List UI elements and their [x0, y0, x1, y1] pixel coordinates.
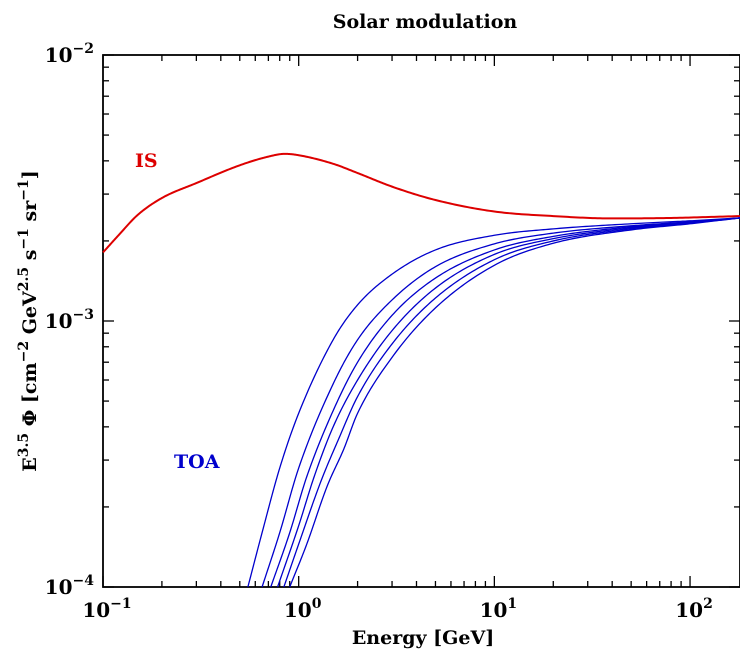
y-label-close: ] [19, 170, 41, 179]
y-tick-label: 10−2 [45, 41, 94, 67]
x-tick-label-base: 10 [82, 598, 110, 622]
y-tick-label-exponent: −3 [73, 307, 94, 323]
y-tick-label-base: 10 [45, 309, 73, 333]
x-tick-label-exponent: −1 [110, 596, 131, 612]
series-label-toa: TOA [174, 451, 220, 473]
x-tick-label: 101 [480, 596, 518, 622]
x-axis-label: Energy [GeV] [352, 627, 494, 649]
y-label-phi: Φ [cm [19, 362, 41, 432]
x-tick-label-base: 10 [284, 598, 312, 622]
chart-title: Solar modulation [333, 11, 518, 33]
x-tick-label-base: 10 [675, 598, 703, 622]
y-tick-label-base: 10 [45, 43, 73, 67]
y-tick-label-base: 10 [45, 575, 73, 599]
y-tick-label-exponent: −4 [73, 573, 95, 589]
y-label-base: E [19, 457, 41, 471]
y-label-exp-1: 3.5 [16, 433, 32, 457]
y-label-s: s [19, 250, 41, 267]
series-line-toa-5 [283, 217, 740, 588]
y-label-gev: GeV [19, 290, 41, 341]
y-label-sr: sr [19, 200, 41, 228]
x-tick-label-exponent: 2 [703, 596, 713, 612]
series-line-toa-3 [270, 217, 740, 588]
x-tick-label-base: 10 [480, 598, 508, 622]
y-label-exp-5: −1 [16, 179, 32, 200]
series-line-toa-1 [247, 217, 740, 588]
x-tick-label-exponent: 0 [312, 596, 322, 612]
series-line-toa-2 [261, 217, 740, 588]
series-line-toa-6 [289, 217, 740, 588]
x-tick-label: 100 [284, 596, 322, 622]
axis-ticks [102, 54, 740, 588]
y-tick-label-exponent: −2 [73, 41, 94, 57]
series-line-is [102, 152, 740, 254]
y-tick-label: 10−3 [45, 307, 94, 333]
series-lines [102, 152, 740, 588]
x-tick-label-exponent: 1 [507, 596, 517, 612]
series-label-is: IS [135, 150, 158, 172]
y-tick-label: 10−4 [45, 573, 95, 599]
y-axis-label: E3.5 Φ [cm−2 GeV2.5 s−1 sr−1] [16, 170, 41, 471]
y-label-exp-3: 2.5 [16, 267, 32, 291]
x-tick-label: 10−1 [82, 596, 131, 622]
y-label-exp-4: −1 [16, 228, 32, 249]
x-tick-label: 102 [675, 596, 713, 622]
y-label-exp-2: −2 [16, 341, 32, 362]
series-line-toa-4 [276, 217, 740, 588]
